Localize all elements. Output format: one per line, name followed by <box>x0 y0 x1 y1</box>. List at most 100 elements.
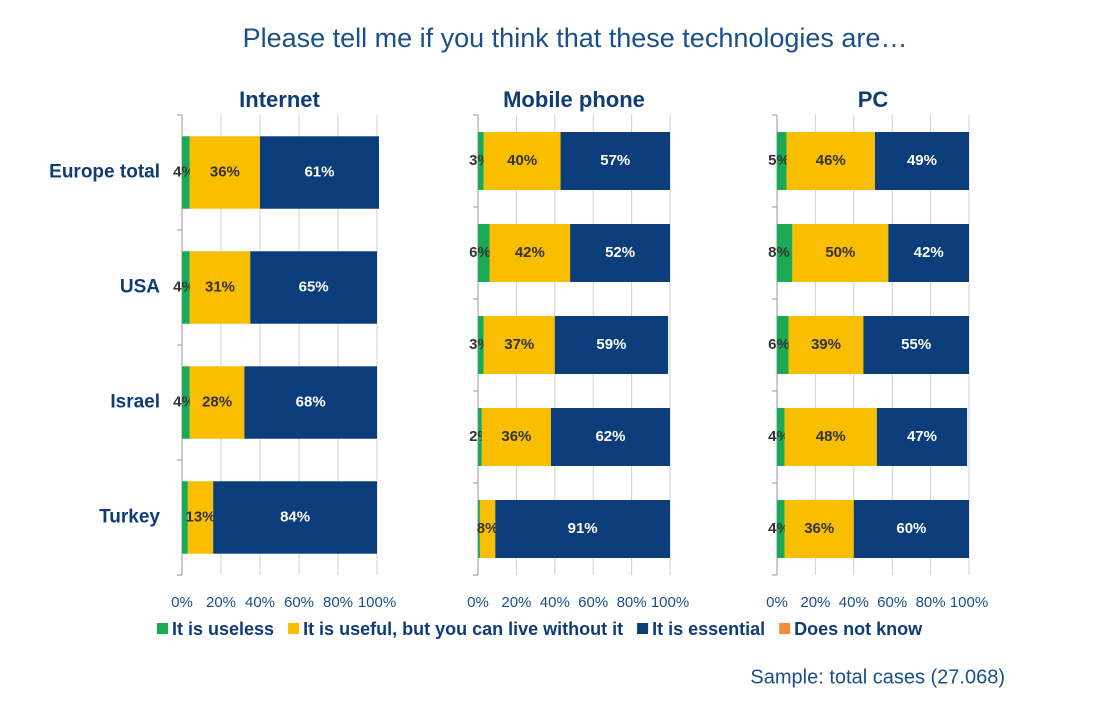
category-label: Israel <box>110 392 160 413</box>
value-label: 91% <box>568 520 598 537</box>
panel-title: Mobile phone <box>503 87 645 112</box>
value-label: 61% <box>304 163 334 180</box>
bar-segment <box>189 136 260 209</box>
bar-segment <box>478 408 482 466</box>
bar-segment <box>554 316 669 374</box>
value-label: 48% <box>816 428 846 445</box>
value-label: 5% <box>768 152 790 169</box>
panel-title: Internet <box>239 87 320 112</box>
value-label: 68% <box>296 393 326 410</box>
bar-segment <box>570 224 670 282</box>
value-label: 37% <box>504 336 534 353</box>
bar-segment <box>863 316 969 374</box>
value-label: 65% <box>299 278 329 295</box>
x-tick-label: 40% <box>245 594 275 611</box>
bar-segment <box>481 408 551 466</box>
x-tick-label: 0% <box>467 594 489 611</box>
bar-segment <box>478 132 484 190</box>
bar-segment <box>489 224 571 282</box>
value-label: 57% <box>600 152 630 169</box>
x-tick-label: 60% <box>284 594 314 611</box>
legend-swatch <box>637 623 649 634</box>
legend-label: It is useful, but you can live without i… <box>303 619 623 639</box>
bar-segment <box>213 481 377 554</box>
value-label: 4% <box>768 520 790 537</box>
value-label: 46% <box>816 152 846 169</box>
value-label: 6% <box>469 244 491 261</box>
bar-segment <box>495 500 670 558</box>
chart-title: Please tell me if you think that these t… <box>243 23 908 53</box>
bar-segment <box>777 500 785 558</box>
x-tick-label: 40% <box>540 594 570 611</box>
legend-label: It is useless <box>172 619 274 639</box>
value-label: 42% <box>515 244 545 261</box>
bar-segment <box>479 500 496 558</box>
value-label: 52% <box>605 244 635 261</box>
bar-segment <box>250 251 377 324</box>
value-label: 4% <box>173 163 195 180</box>
x-tick-label: 80% <box>916 594 946 611</box>
legend-swatch <box>288 623 300 634</box>
bar-segment <box>182 251 190 324</box>
category-label: USA <box>120 277 160 298</box>
value-label: 55% <box>901 336 931 353</box>
x-tick-label: 60% <box>877 594 907 611</box>
value-label: 59% <box>596 336 626 353</box>
legend-swatch <box>779 623 791 634</box>
value-label: 36% <box>501 428 531 445</box>
value-label: 4% <box>768 428 790 445</box>
value-label: 42% <box>914 244 944 261</box>
value-label: 62% <box>595 428 625 445</box>
legend-label: Does not know <box>794 619 923 639</box>
value-label: 4% <box>173 393 195 410</box>
bar-segment <box>788 316 864 374</box>
bar-segment <box>853 500 969 558</box>
x-tick-label: 100% <box>651 594 689 611</box>
bar-segment <box>260 136 379 209</box>
value-label: 84% <box>280 508 310 525</box>
bar-segment <box>777 316 789 374</box>
category-label: Turkey <box>99 507 160 528</box>
x-tick-label: 40% <box>839 594 869 611</box>
value-label: 40% <box>507 152 537 169</box>
bar-segment <box>792 224 889 282</box>
bar-segment <box>560 132 670 190</box>
legend-label: It is essential <box>652 619 765 639</box>
value-label: 60% <box>896 520 926 537</box>
bar-segment <box>187 481 214 554</box>
x-tick-label: 0% <box>766 594 788 611</box>
bar-segment <box>777 132 787 190</box>
x-tick-label: 20% <box>800 594 830 611</box>
bar-segment <box>189 251 251 324</box>
value-label: 6% <box>768 336 790 353</box>
bar-segment <box>182 366 190 439</box>
x-tick-label: 0% <box>171 594 193 611</box>
x-tick-label: 60% <box>578 594 608 611</box>
bar-segment <box>777 408 785 466</box>
x-tick-label: 100% <box>358 594 396 611</box>
value-label: 8% <box>768 244 790 261</box>
bar-segment <box>786 132 875 190</box>
value-label: 50% <box>825 244 855 261</box>
x-tick-label: 80% <box>617 594 647 611</box>
value-label: 39% <box>811 336 841 353</box>
category-label: Europe total <box>49 162 160 183</box>
value-label: 49% <box>907 152 937 169</box>
x-tick-label: 20% <box>501 594 531 611</box>
bar-segment <box>876 408 968 466</box>
bar-segment <box>777 224 793 282</box>
bar-segment <box>784 500 854 558</box>
note: Sample: total cases (27.068) <box>750 666 1005 688</box>
bar-segment <box>874 132 969 190</box>
value-label: 47% <box>907 428 937 445</box>
bar-segment <box>478 224 490 282</box>
bar-segment <box>478 316 484 374</box>
x-tick-label: 80% <box>323 594 353 611</box>
bar-segment <box>550 408 670 466</box>
bar-segment <box>784 408 877 466</box>
panel-title: PC <box>858 87 889 112</box>
legend-swatch <box>157 623 168 634</box>
bar-segment <box>478 500 480 558</box>
value-label: 13% <box>186 508 216 525</box>
